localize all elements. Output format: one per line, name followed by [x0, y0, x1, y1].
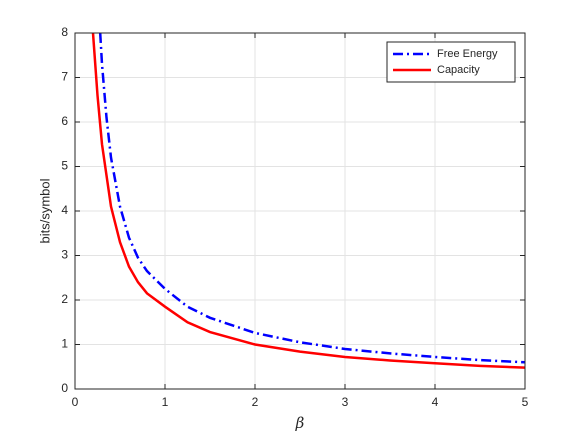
y-tick-label: 6: [61, 114, 68, 128]
legend-label: Capacity: [437, 64, 480, 76]
x-tick-label: 2: [252, 395, 259, 409]
y-tick-label: 2: [61, 292, 68, 306]
y-tick-label: 8: [61, 25, 68, 39]
y-tick-label: 0: [61, 381, 68, 395]
legend: Free Energy Capacity: [386, 41, 516, 83]
data-line: [91, 33, 525, 369]
x-tick-label: 5: [522, 395, 529, 409]
x-tick-label: 1: [162, 395, 169, 409]
legend-box: [386, 41, 516, 83]
y-tick-label: 1: [61, 337, 68, 351]
data-line: [98, 33, 525, 364]
y-tick-label: 5: [61, 159, 68, 173]
x-axis-label: β: [295, 414, 305, 432]
legend-label: Free Energy: [437, 48, 498, 60]
x-tick-label: 3: [342, 395, 349, 409]
y-tick-label: 3: [61, 248, 68, 262]
y-axis-label: bits/symbol: [37, 178, 52, 243]
x-tick-label: 0: [72, 395, 79, 409]
x-tick-label: 4: [432, 395, 439, 409]
y-tick-label: 4: [61, 203, 68, 217]
plot-area: [91, 33, 525, 369]
grid: [74, 32, 526, 390]
y-tick-label: 7: [61, 70, 68, 84]
